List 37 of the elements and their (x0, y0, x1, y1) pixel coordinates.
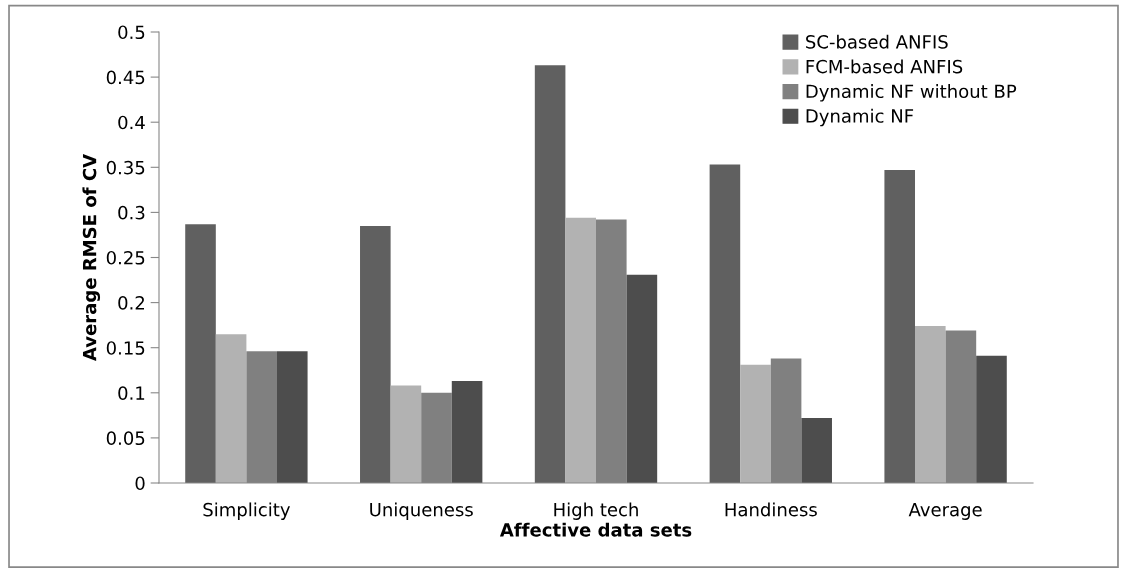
y-tick-label: 0.35 (106, 160, 145, 175)
bar (884, 170, 916, 483)
legend-label: FCM-based ANFIS (806, 59, 963, 74)
x-tick-label: Handiness (725, 502, 817, 517)
y-tick-label: 0.15 (106, 341, 145, 355)
y-tick-label: 0.45 (106, 70, 145, 85)
y-tick-label: 0.25 (106, 250, 145, 265)
bar (976, 355, 1007, 483)
bar (740, 364, 771, 483)
bar (565, 217, 596, 483)
bar (390, 385, 422, 483)
y-tick-label: 0.1 (118, 386, 145, 400)
y-tick-label: 0.05 (106, 431, 145, 446)
y-axis-title: Average RMSE of CV (82, 154, 101, 361)
bar (534, 65, 566, 483)
x-tick-label: High tech (554, 502, 638, 520)
bar (360, 225, 391, 483)
bar (185, 224, 216, 483)
legend-label: Dynamic NF without BP (806, 84, 1017, 102)
bar (215, 334, 247, 483)
y-tick-label: 0.3 (118, 205, 145, 220)
y-tick-label: 0.2 (118, 296, 144, 310)
bar (915, 326, 946, 483)
y-tick-label: 0.4 (118, 115, 145, 130)
x-tick-label: Average (908, 503, 982, 520)
legend-label: Dynamic NF (806, 108, 914, 127)
bar (276, 351, 308, 483)
y-tick-label: 0 (135, 476, 145, 491)
bar (709, 164, 741, 483)
bar (451, 381, 483, 483)
legend-label: SC-based ANFIS (806, 34, 948, 49)
x-tick-label: Uniqueness (370, 502, 473, 520)
x-tick-label: Simplicity (203, 502, 290, 520)
y-tick-label: 0.5 (118, 25, 145, 40)
x-axis-title: Affective data sets (499, 522, 692, 537)
bar (801, 418, 832, 483)
bar (626, 274, 658, 483)
